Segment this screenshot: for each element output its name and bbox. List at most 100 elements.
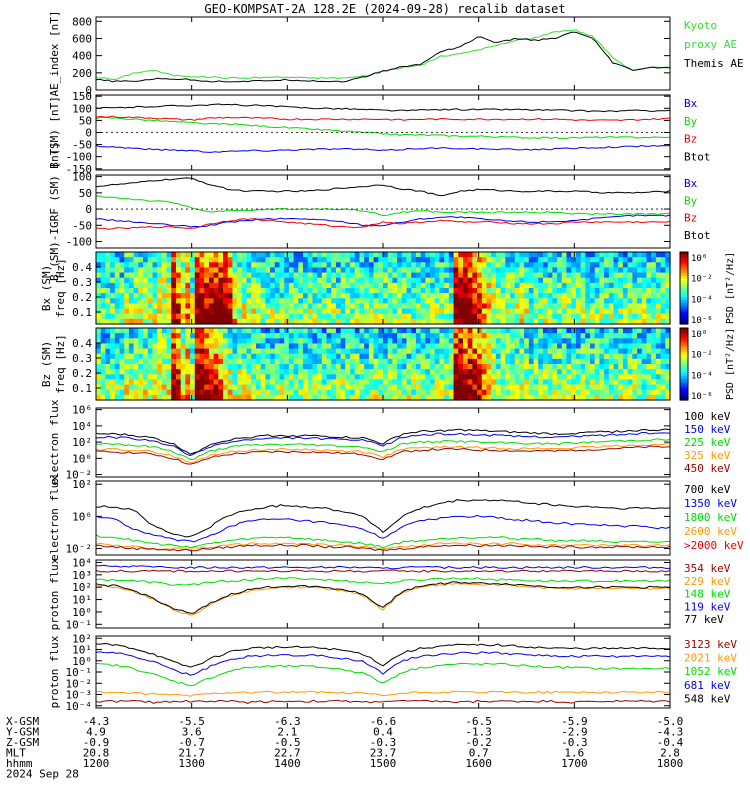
heatmap-cell <box>467 318 473 325</box>
heatmap-cell <box>406 272 412 279</box>
heatmap-cell <box>383 364 389 370</box>
heatmap-cell <box>270 333 276 339</box>
heatmap-cell <box>575 267 582 274</box>
heatmap-cell <box>270 252 276 258</box>
heatmap-cell <box>326 384 332 391</box>
heatmap-cell <box>373 389 379 396</box>
heatmap-cell <box>651 257 657 263</box>
heatmap-cell <box>175 389 182 396</box>
heatmap-cell <box>364 374 370 381</box>
heatmap-cell <box>613 348 619 355</box>
heatmap-cell <box>528 348 535 355</box>
heatmap-cell <box>175 293 182 299</box>
heatmap-cell <box>557 277 563 284</box>
heatmap-cell <box>114 374 121 381</box>
heatmap-cell <box>133 313 139 320</box>
heatmap-cell <box>298 384 304 391</box>
heatmap-cell <box>495 277 502 284</box>
heatmap-cell <box>444 308 450 315</box>
heatmap-cell <box>491 257 497 263</box>
heatmap-cell <box>420 262 426 269</box>
heatmap-cell <box>561 262 568 269</box>
heatmap-cell <box>547 293 553 299</box>
heatmap-cell <box>632 394 638 401</box>
heatmap-cell <box>458 303 464 310</box>
heatmap-cell <box>415 293 422 299</box>
heatmap-cell <box>641 293 648 299</box>
heatmap-cell <box>580 318 586 325</box>
heatmap-cell <box>580 353 586 360</box>
heatmap-cell <box>552 257 558 263</box>
heatmap-cell <box>232 333 238 339</box>
heatmap-cell <box>180 267 186 274</box>
heatmap-cell <box>208 318 215 325</box>
heatmap-cell <box>100 379 106 386</box>
heatmap-cell <box>397 267 403 274</box>
heatmap-cell <box>434 303 441 310</box>
heatmap-cell <box>383 298 389 305</box>
heatmap-cell <box>608 277 615 284</box>
heatmap-cell <box>458 293 464 299</box>
heatmap-cell <box>566 358 572 365</box>
heatmap-cell <box>354 389 361 396</box>
heatmap-cell <box>373 298 379 305</box>
heatmap-cell <box>519 328 525 334</box>
heatmap-cell <box>524 282 530 289</box>
heatmap-cell <box>288 379 295 386</box>
heatmap-cell <box>326 338 332 345</box>
heatmap-cell <box>199 374 205 381</box>
heatmap-cell <box>660 293 666 299</box>
heatmap-cell <box>585 369 591 375</box>
heatmap-cell <box>604 257 610 263</box>
heatmap-cell <box>519 338 525 345</box>
heatmap-cell <box>392 379 398 386</box>
heatmap-cell <box>660 252 666 258</box>
heatmap-cell <box>161 298 168 305</box>
heatmap-cell <box>566 293 572 299</box>
heatmap-cell <box>359 293 365 299</box>
footer-value: -0.7 <box>178 736 205 749</box>
heatmap-cell <box>241 384 248 391</box>
heatmap-cell <box>448 272 455 279</box>
heatmap-cell <box>524 379 530 386</box>
heatmap-cell <box>594 293 601 299</box>
heatmap-cell <box>542 384 549 391</box>
heatmap-cell <box>274 338 281 345</box>
heatmap-cell <box>571 358 577 365</box>
heatmap-cell <box>533 293 539 299</box>
heatmap-cell <box>561 282 568 289</box>
heatmap-cell <box>448 252 455 258</box>
heatmap-cell <box>651 364 657 370</box>
heatmap-cell <box>284 384 290 391</box>
heatmap-cell <box>646 277 652 284</box>
heatmap-cell <box>133 318 139 325</box>
heatmap-cell <box>175 358 182 365</box>
heatmap-cell <box>571 379 577 386</box>
heatmap-cell <box>566 272 572 279</box>
heatmap-cell <box>317 358 323 365</box>
heatmap-cell <box>477 333 483 339</box>
heatmap-cell <box>397 389 403 396</box>
heatmap-cell <box>651 303 657 310</box>
heatmap-cell <box>208 313 215 320</box>
heatmap-cell <box>477 313 483 320</box>
heatmap-cell <box>237 288 243 294</box>
heatmap-cell <box>96 379 102 386</box>
heatmap-cell <box>124 303 130 310</box>
y-axis-label: electron flux <box>48 399 61 485</box>
heatmap-cell <box>580 252 586 258</box>
heatmap-cell <box>208 262 215 269</box>
heatmap-cell <box>340 257 346 263</box>
heatmap-cell <box>477 394 483 401</box>
heatmap-cell <box>326 353 332 360</box>
heatmap-cell <box>397 328 403 334</box>
heatmap-cell <box>467 369 473 375</box>
heatmap-cell <box>251 303 257 310</box>
heatmap-cell <box>651 353 657 360</box>
heatmap-cell <box>425 262 431 269</box>
heatmap-cell <box>575 328 582 334</box>
heatmap-cell <box>538 384 544 391</box>
heatmap-cell <box>147 394 154 401</box>
heatmap-cell <box>237 343 243 350</box>
heatmap-cell <box>326 308 332 315</box>
